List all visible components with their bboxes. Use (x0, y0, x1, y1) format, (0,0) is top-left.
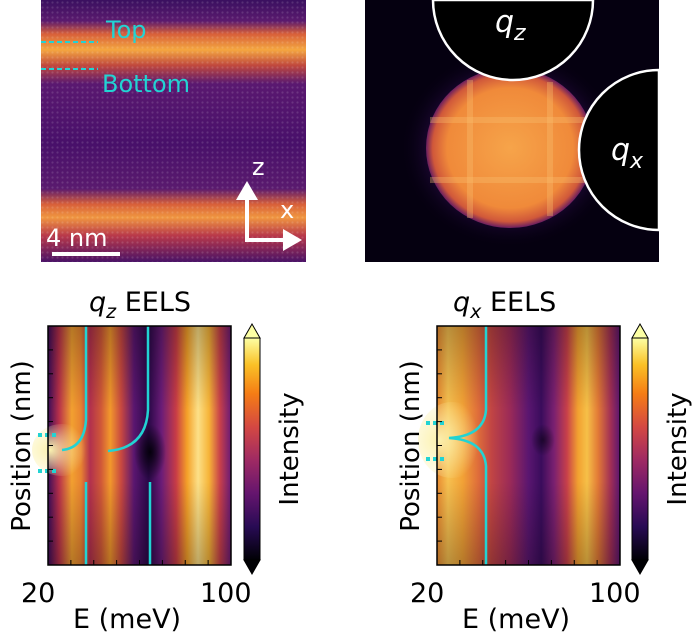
diffraction-panel: qz qx (365, 0, 661, 262)
eels-right-xmax: 100 (589, 578, 641, 609)
eels-right-colorbar-label: Intensity (663, 392, 693, 505)
bottom-label: Bottom (102, 70, 190, 98)
qz-aperture (431, 0, 595, 82)
eels-right-ylabel: Position (nm) (396, 360, 426, 532)
eels-left-ticks (48, 349, 209, 565)
eels-right-bright-feature (418, 402, 486, 478)
qz-aperture-label: qz (495, 5, 526, 46)
eels-left-curve-1 (61, 326, 88, 452)
qx-aperture (577, 68, 661, 232)
eels-left-ylabel: Position (nm) (7, 360, 37, 532)
eels-right-title: qx EELS (453, 287, 556, 323)
top-label: Top (105, 16, 147, 44)
stem-image-panel: Top Bottom 4 nm z x (41, 0, 306, 262)
eels-left-dark-feature (134, 424, 166, 480)
eels-left-title: qz EELS (89, 287, 191, 323)
diffraction-disk (426, 68, 594, 228)
qx-aperture-label: qx (611, 133, 644, 174)
eels-left-colorbar-label: Intensity (275, 392, 305, 505)
eels-left-xmax: 100 (200, 578, 252, 609)
axis-arrows-icon (236, 181, 302, 251)
stem-lattice (41, 0, 306, 262)
eels-left-xmin: 20 (21, 578, 55, 609)
eels-left-curve-2 (107, 326, 150, 453)
eels-left-xlabel: E (meV) (73, 604, 181, 634)
eels-right-ticks (437, 349, 598, 565)
axis-z-label: z (252, 153, 265, 181)
eels-left-panel: qz EELS Position (nm) 20 100 E (meV) Int… (7, 287, 305, 635)
eels-right-panel: qx EELS Position (nm) 20 100 E (meV) Int… (396, 287, 693, 635)
eels-right-colorbar (631, 337, 649, 561)
eels-left-colorbar (243, 337, 261, 561)
eels-right-curve (448, 326, 488, 565)
axis-x-label: x (280, 196, 294, 224)
eels-right-xmin: 20 (410, 578, 444, 609)
eels-right-xlabel: E (meV) (462, 604, 570, 634)
scale-bar-label: 4 nm (46, 224, 108, 252)
